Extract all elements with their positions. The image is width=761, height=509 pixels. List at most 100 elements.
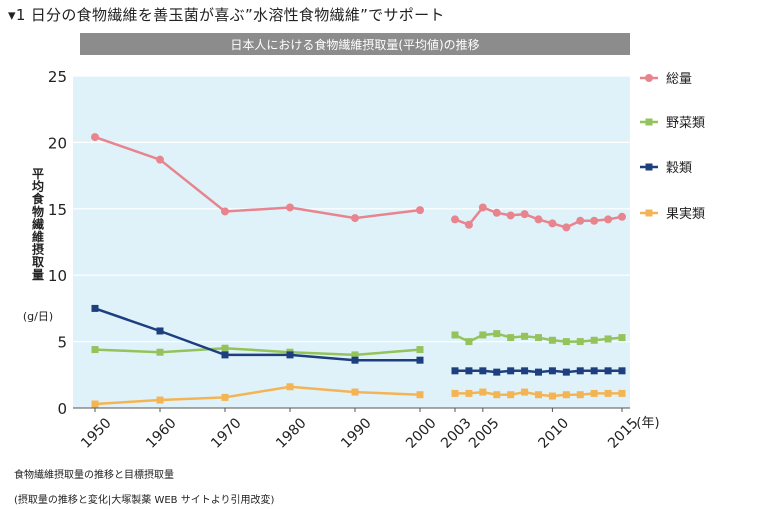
data-point-vegetables-0 <box>91 346 99 354</box>
data-point-vegetables-1 <box>156 348 164 356</box>
data-point-fruits-6 <box>451 389 459 397</box>
legend-label-total: 総量 <box>666 72 692 87</box>
y-axis-label-char-5: 維 <box>32 229 44 244</box>
y-tick-label-5: 5 <box>57 334 67 352</box>
data-point-grains-1 <box>156 327 164 335</box>
x-tick-label-1950: 1950 <box>78 415 115 452</box>
data-point-fruits-9 <box>493 391 501 399</box>
y-axis-label-char-0: 平 <box>32 167 44 181</box>
data-point-grains-14 <box>562 368 570 376</box>
y-tick-label-15: 15 <box>48 201 67 219</box>
data-point-total-11 <box>520 210 529 219</box>
data-point-vegetables-7 <box>465 338 473 346</box>
y-axis-label-char-7: 取 <box>32 255 44 269</box>
data-point-grains-5 <box>416 356 424 364</box>
series-total <box>91 133 626 232</box>
data-point-fruits-18 <box>618 389 626 397</box>
data-point-grains-18 <box>618 367 626 375</box>
data-point-total-10 <box>506 211 515 220</box>
data-point-fruits-2 <box>221 393 229 401</box>
data-point-total-14 <box>562 223 571 232</box>
data-point-vegetables-14 <box>562 338 570 346</box>
data-point-grains-3 <box>286 351 294 359</box>
x-tick-label-1960: 1960 <box>143 415 180 452</box>
x-tick-label-1980: 1980 <box>273 415 310 452</box>
data-point-grains-15 <box>576 367 584 375</box>
data-point-fruits-10 <box>507 391 515 399</box>
data-point-vegetables-2 <box>221 344 229 352</box>
x-tick-label-2010: 2010 <box>536 415 573 452</box>
chart-title: 日本人における食物繊維摂取量(平均値)の推移 <box>230 37 479 52</box>
data-point-fruits-17 <box>604 389 612 397</box>
figure-heading: ▾1 日分の食物繊維を善玉菌が喜ぶ”水溶性食物繊維”でサポート <box>8 6 445 24</box>
data-point-fruits-4 <box>351 388 359 396</box>
data-point-grains-17 <box>604 367 612 375</box>
legend-marker-total <box>645 74 653 82</box>
legend-label-fruits: 果実類 <box>666 206 705 222</box>
caption-line-2: (摂取量の推移と変化|大塚製薬 WEB サイトより引用改変) <box>14 495 275 506</box>
data-point-grains-16 <box>590 367 598 375</box>
data-point-vegetables-12 <box>535 334 542 342</box>
y-axis-label-char-8: 量 <box>32 268 44 282</box>
data-point-total-18 <box>618 212 626 221</box>
data-point-fruits-3 <box>286 383 294 391</box>
data-point-total-13 <box>548 219 557 228</box>
caption-line-1: 食物繊維摂取量の推移と目標摂取量 <box>14 470 174 481</box>
x-tick-label-1990: 1990 <box>338 415 375 452</box>
legend-marker-grains <box>645 163 653 171</box>
y-axis-label-char-1: 均 <box>32 179 44 194</box>
y-tick-label-25: 25 <box>48 68 67 86</box>
data-point-total-8 <box>478 203 487 212</box>
data-point-total-12 <box>534 215 543 224</box>
y-axis-label-char-3: 物 <box>32 204 44 219</box>
data-point-fruits-15 <box>576 391 584 399</box>
data-point-fruits-8 <box>479 388 487 396</box>
data-point-total-16 <box>590 216 599 225</box>
data-point-grains-10 <box>507 367 515 375</box>
data-point-total-4 <box>351 214 359 223</box>
data-point-total-7 <box>464 220 473 229</box>
gridlines <box>73 75 630 343</box>
series-line-left-vegetables <box>94 346 421 357</box>
data-point-grains-6 <box>451 367 459 375</box>
x-tick-label-2003: 2003 <box>438 415 475 452</box>
y-tick-label-10: 10 <box>48 267 67 285</box>
data-point-fruits-11 <box>521 388 529 396</box>
data-point-vegetables-13 <box>548 336 556 344</box>
data-point-total-15 <box>576 216 585 225</box>
data-point-fruits-13 <box>548 392 556 400</box>
data-point-total-0 <box>91 133 99 142</box>
legend-marker-fruits <box>645 209 653 217</box>
y-axis-unit: (g/日) <box>23 310 53 323</box>
data-point-vegetables-18 <box>618 334 626 342</box>
x-axis-unit: (年) <box>636 416 659 431</box>
data-point-grains-7 <box>465 367 473 375</box>
data-point-vegetables-5 <box>416 346 424 354</box>
data-point-total-6 <box>451 215 459 224</box>
data-point-vegetables-17 <box>604 335 612 343</box>
x-tick-label-2000: 2000 <box>403 415 440 452</box>
y-tick-label-20: 20 <box>48 134 67 152</box>
series-vegetables <box>91 330 626 359</box>
series-fruits <box>91 383 626 408</box>
data-point-fruits-16 <box>590 389 598 397</box>
data-point-vegetables-10 <box>507 334 515 342</box>
data-point-total-17 <box>604 215 613 224</box>
x-tick-label-1970: 1970 <box>208 415 245 452</box>
data-point-total-5 <box>416 206 424 215</box>
data-point-vegetables-6 <box>451 331 459 339</box>
data-point-grains-2 <box>221 351 229 359</box>
x-tick-label-2005: 2005 <box>466 415 503 452</box>
data-point-grains-9 <box>493 368 501 376</box>
series-line-left-fruits <box>94 385 421 406</box>
y-axis-label-char-4: 繊 <box>32 216 44 231</box>
data-point-fruits-0 <box>91 400 99 408</box>
data-point-vegetables-8 <box>479 331 487 339</box>
y-axis: 0 5 10 15 20 25 <box>48 68 630 418</box>
data-point-total-1 <box>156 155 164 164</box>
legend-label-grains: 穀類 <box>666 161 692 176</box>
data-point-fruits-14 <box>562 391 570 399</box>
